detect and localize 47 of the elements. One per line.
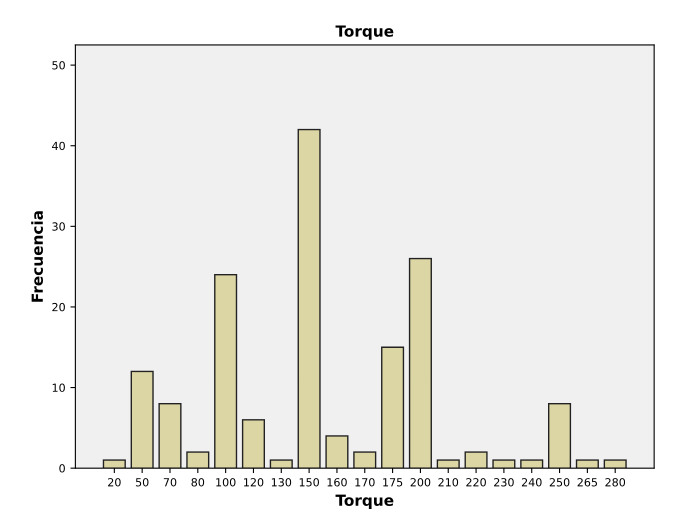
bar xyxy=(325,435,348,468)
bar xyxy=(520,459,544,468)
x-axis-title: Torque xyxy=(336,494,394,509)
x-tick-label: 120 xyxy=(244,478,264,486)
x-tick-label: 100 xyxy=(216,478,236,486)
bar xyxy=(492,459,516,468)
bar xyxy=(158,402,182,468)
bar xyxy=(408,258,432,468)
bar xyxy=(130,370,154,468)
x-tick-label: 50 xyxy=(136,478,148,486)
x-tick-label: 170 xyxy=(355,478,375,486)
bar xyxy=(186,451,210,468)
x-tick-label: 250 xyxy=(550,478,570,486)
bar xyxy=(102,459,126,468)
x-tick-label: 230 xyxy=(494,478,514,486)
y-tick-label: 20 xyxy=(52,302,65,312)
x-tick-label: 175 xyxy=(383,478,402,486)
x-tick-label: 220 xyxy=(466,478,486,486)
bar xyxy=(604,459,627,468)
x-tick-label: 70 xyxy=(164,478,176,486)
y-tick-label: 0 xyxy=(59,464,65,473)
x-tick-label: 265 xyxy=(578,478,598,486)
x-tick-label: 240 xyxy=(522,478,542,486)
x-tick-label: 20 xyxy=(108,478,121,486)
bar xyxy=(270,459,293,468)
x-tick-label: 80 xyxy=(191,478,204,486)
bar xyxy=(436,459,460,468)
x-tick-label: 200 xyxy=(410,478,430,486)
bar xyxy=(548,402,572,468)
bar xyxy=(214,274,238,468)
x-tick-label: 210 xyxy=(438,478,458,486)
y-tick-label: 40 xyxy=(52,142,65,150)
bar xyxy=(298,128,321,468)
y-tick-label: 10 xyxy=(52,384,65,392)
bar xyxy=(242,419,266,468)
bar xyxy=(353,451,376,468)
y-tick-label: 30 xyxy=(52,222,65,231)
x-tick-label: 160 xyxy=(328,478,347,486)
x-tick-label: 280 xyxy=(605,478,626,486)
bar xyxy=(576,459,599,468)
chart-title: Torque xyxy=(336,25,394,40)
x-tick-label: 130 xyxy=(272,478,292,486)
y-tick-label: 50 xyxy=(52,61,65,70)
y-axis-title: Frecuencia xyxy=(31,211,43,302)
x-tick-label: 150 xyxy=(300,478,319,486)
bar xyxy=(464,451,488,468)
bar xyxy=(381,346,404,468)
